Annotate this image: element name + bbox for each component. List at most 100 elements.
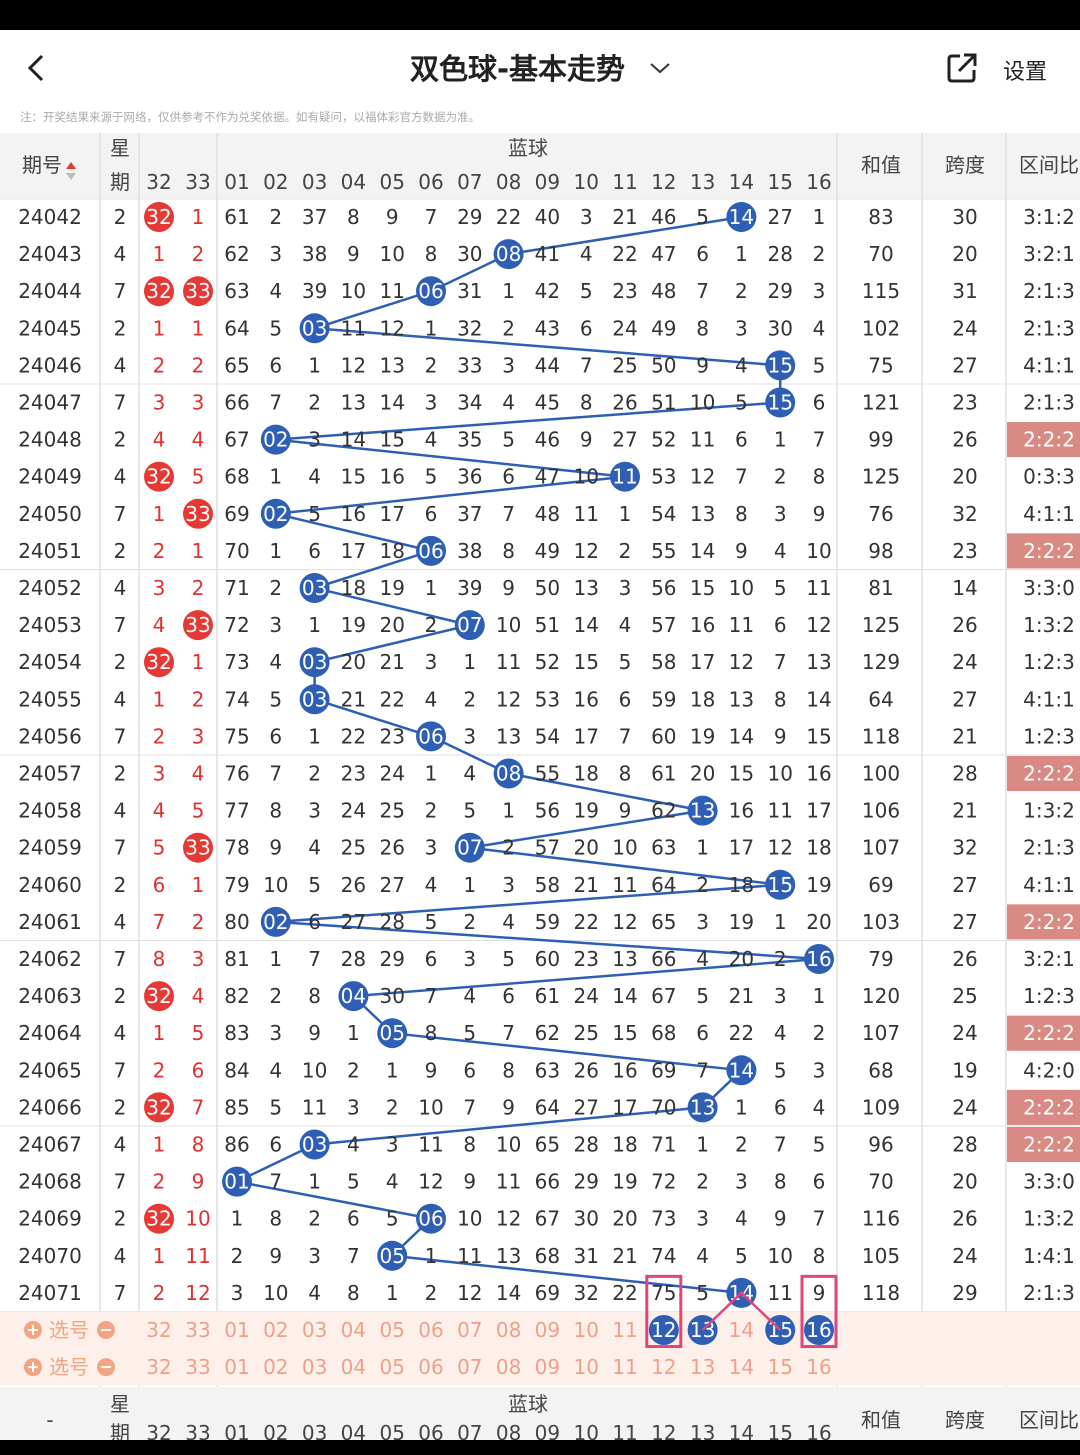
blue-miss-count: 37 [457,502,482,526]
blue-miss-count: 14 [379,391,404,415]
picker-blue-option: 03 [302,1355,327,1379]
span-cell: 21 [952,724,977,748]
period-cell: 24061 [18,910,82,934]
blue-miss-count: 59 [651,687,676,711]
blue-miss-count: 68 [535,1244,560,1268]
period-cell: 24064 [18,1021,82,1045]
blue-miss-count: 49 [651,316,676,340]
blue-miss-count: 3 [774,502,787,526]
chevron-down-icon[interactable] [648,58,672,78]
blue-miss-count: 1 [269,465,282,489]
picked-blue-number: 16 [806,1318,831,1342]
blue-miss-count: 23 [379,724,404,748]
blue-miss-count: 1 [463,650,476,674]
blue-miss-count: 72 [224,613,249,637]
blue-miss-count: 9 [813,1281,826,1305]
blue-miss-count: 4 [386,1170,399,1194]
period-cell: 24063 [18,984,82,1008]
red-miss-count: 1 [192,539,205,563]
blue-miss-count: 1 [425,316,438,340]
blue-miss-count: 1 [386,1058,399,1082]
blue-miss-count: 5 [696,205,709,229]
blue-miss-count: 5 [735,1244,748,1268]
sort-up-icon[interactable] [66,162,76,169]
blue-miss-count: 1 [774,428,787,452]
blue-miss-count: 6 [269,724,282,748]
footer-red-col: 32 [146,1421,171,1440]
ratio-cell: 1:3:2 [1023,799,1075,823]
span-cell: 23 [952,539,977,563]
red-miss-count: 2 [192,910,205,934]
blue-miss-count: 7 [425,984,438,1008]
blue-miss-count: 8 [580,391,593,415]
blue-miss-count: 8 [269,1207,282,1231]
blue-miss-count: 80 [224,910,249,934]
blue-miss-count: 12 [573,539,598,563]
red-ball-number: 32 [146,984,171,1008]
blue-miss-count: 13 [612,947,637,971]
blue-miss-count: 6 [463,1058,476,1082]
blue-miss-count: 8 [425,242,438,266]
blue-miss-count: 11 [496,1170,521,1194]
red-ball-number: 33 [185,502,210,526]
picked-blue-ball[interactable] [804,1315,834,1345]
blue-miss-count: 8 [735,502,748,526]
blue-ball-number: 06 [418,1207,443,1231]
share-icon[interactable] [944,50,980,86]
ratio-cell: 1:3:2 [1023,613,1075,637]
picked-blue-ball[interactable] [648,1315,679,1345]
page-title[interactable]: 双色球-基本走势 [410,52,626,86]
column-header-blue-02: 02 [263,170,288,194]
blue-miss-count: 14 [729,724,754,748]
period-cell: 24055 [18,687,82,711]
blue-miss-count: 63 [651,836,676,860]
blue-miss-count: 9 [463,1170,476,1194]
sort-down-icon[interactable] [66,173,76,180]
blue-miss-count: 8 [347,1281,360,1305]
period-cell: 24048 [18,428,82,452]
column-header-blue-group: 蓝球 [508,136,548,160]
blue-miss-count: 84 [224,1058,249,1082]
settings-button[interactable]: 设置 [1003,60,1048,85]
blue-miss-count: 67 [224,428,249,452]
red-ball-number: 32 [146,1207,171,1231]
blue-ball-number: 01 [224,1170,249,1194]
blue-miss-count: 7 [463,1095,476,1119]
blue-miss-count: 31 [457,279,482,303]
period-cell: 24071 [18,1281,82,1305]
red-miss-count: 2 [153,539,166,563]
blue-miss-count: 2 [463,687,476,711]
blue-miss-count: 8 [502,539,515,563]
blue-miss-count: 2 [231,1244,244,1268]
blue-miss-count: 3 [308,799,321,823]
picker-blue-option: 10 [573,1355,598,1379]
blue-miss-count: 64 [651,873,676,897]
status-bar [0,0,1080,30]
red-miss-count: 2 [192,353,205,377]
red-miss-count: 1 [153,1244,166,1268]
sum-cell: 70 [868,242,893,266]
blue-miss-count: 22 [379,687,404,711]
blue-miss-count: 7 [813,428,826,452]
blue-miss-count: 1 [308,613,321,637]
blue-ball-marker [260,424,291,455]
column-header-weekday-top: 星 [110,136,130,160]
weekday-cell: 4 [114,910,127,934]
ratio-cell: 2:1:3 [1023,391,1075,415]
blue-miss-count: 5 [386,1207,399,1231]
back-arrow-icon[interactable] [22,52,52,84]
blue-miss-count: 2 [425,799,438,823]
column-header-blue-14: 14 [729,170,754,194]
blue-miss-count: 63 [224,279,249,303]
blue-ball-marker [416,1203,446,1234]
blue-miss-count: 11 [341,316,366,340]
blue-miss-count: 8 [269,799,282,823]
blue-miss-count: 9 [269,1244,282,1268]
blue-miss-count: 18 [612,1133,637,1157]
blue-miss-count: 20 [690,762,715,786]
red-ball-number: 32 [146,1095,171,1119]
blue-miss-count: 59 [535,910,560,934]
blue-miss-count: 65 [535,1133,560,1157]
ratio-cell: 3:1:2 [1023,205,1075,229]
column-header-blue-09: 09 [535,170,560,194]
